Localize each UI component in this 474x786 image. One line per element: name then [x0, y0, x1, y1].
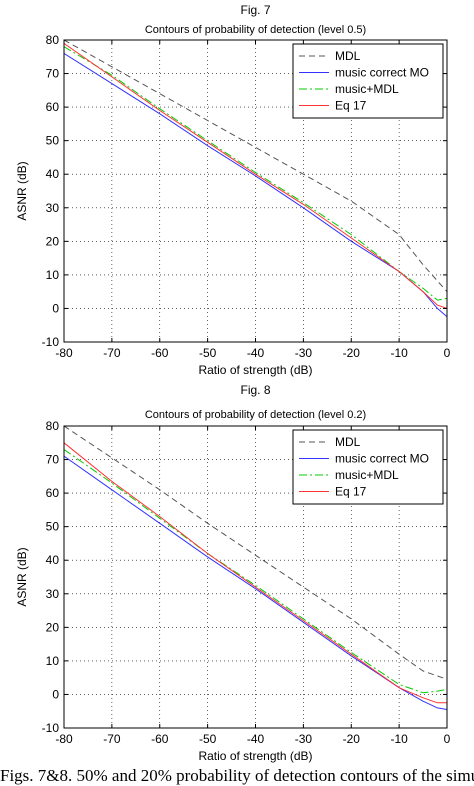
x-tick-label: -50: [199, 346, 217, 360]
figure-caption: Figs. 7&8. 50% and 20% probability of de…: [0, 766, 474, 785]
x-tick-label: -10: [390, 732, 408, 746]
legend-entry: MDL: [335, 435, 361, 449]
x-tick-label: -40: [247, 732, 265, 746]
y-tick-label: 30: [46, 587, 60, 601]
series-line-music-mdl: [64, 449, 447, 694]
legend-entry: Eq 17: [335, 485, 367, 499]
series-line-music-correct-mo: [64, 455, 447, 710]
x-tick-label: -10: [390, 346, 408, 360]
legend: MDL music correct MO music+MDL Eq 17: [292, 43, 444, 119]
y-tick-label: -10: [42, 721, 60, 735]
y-axis-label: ASNR (dB): [15, 161, 29, 220]
x-tick-label: 0: [444, 346, 451, 360]
y-tick-label: 0: [52, 301, 59, 315]
legend-entry: MDL: [335, 49, 361, 63]
y-tick-label: 50: [46, 520, 60, 534]
x-tick-label: -80: [55, 732, 73, 746]
y-tick-label: 30: [46, 201, 60, 215]
chart-2: Fig. 8 Contours of probability of detecti…: [15, 383, 451, 763]
y-tick-label: 60: [46, 100, 60, 114]
series-line-music-correct-mo: [64, 52, 447, 318]
x-tick-label: -50: [199, 732, 217, 746]
series-line-music-mdl: [64, 46, 447, 301]
x-tick-label: -40: [247, 346, 265, 360]
legend-entry: music+MDL: [335, 468, 399, 482]
chart-1: Fig. 7 Contours of probability of detecti…: [15, 3, 451, 377]
legend-entry: Eq 17: [335, 99, 367, 113]
x-tick-label: -80: [55, 346, 73, 360]
x-tick-label: -30: [295, 732, 313, 746]
y-tick-label: -10: [42, 335, 60, 349]
y-tick-label: 40: [46, 553, 60, 567]
x-tick-label: -30: [295, 346, 313, 360]
legend: MDL music correct MO music+MDL Eq 17: [292, 429, 444, 505]
chart-title: Contours of probability of detection (le…: [145, 24, 366, 36]
legend-box: [292, 429, 444, 505]
y-axis-label: ASNR (dB): [15, 547, 29, 606]
series-line-mdl: [64, 426, 447, 680]
y-tick-label: 70: [46, 67, 60, 81]
x-tick-label: -20: [343, 346, 361, 360]
series-line-eq-17: [64, 42, 447, 309]
legend-entry: music correct MO: [335, 452, 429, 466]
figure: Fig. 7 Contours of probability of detecti…: [15, 3, 451, 763]
legend-box: [292, 43, 444, 119]
x-axis-label: Ratio of strength (dB): [198, 749, 312, 763]
x-tick-label: -60: [151, 732, 169, 746]
chart-title: Contours of probability of detection (le…: [145, 409, 366, 421]
legend-entry: music+MDL: [335, 82, 399, 96]
y-tick-label: 70: [46, 453, 60, 467]
y-tick-label: 60: [46, 486, 60, 500]
y-tick-label: 10: [46, 268, 60, 282]
legend-entry: music correct MO: [335, 66, 429, 80]
y-tick-label: 20: [46, 620, 60, 634]
y-tick-label: 10: [46, 654, 60, 668]
y-tick-label: 80: [46, 419, 60, 433]
x-tick-label: -70: [103, 346, 121, 360]
y-tick-label: 0: [52, 687, 59, 701]
figure-label: Fig. 8: [240, 383, 270, 397]
x-tick-label: -60: [151, 346, 169, 360]
y-tick-label: 40: [46, 167, 60, 181]
x-axis-label: Ratio of strength (dB): [198, 363, 312, 377]
x-tick-label: -70: [103, 732, 121, 746]
x-tick-label: -20: [343, 732, 361, 746]
y-tick-label: 20: [46, 234, 60, 248]
series-line-eq-17: [64, 442, 447, 704]
figure-label: Fig. 7: [240, 3, 270, 17]
y-tick-label: 80: [46, 33, 60, 47]
x-tick-label: 0: [444, 732, 451, 746]
y-tick-label: 50: [46, 134, 60, 148]
series-line-mdl: [64, 40, 447, 293]
